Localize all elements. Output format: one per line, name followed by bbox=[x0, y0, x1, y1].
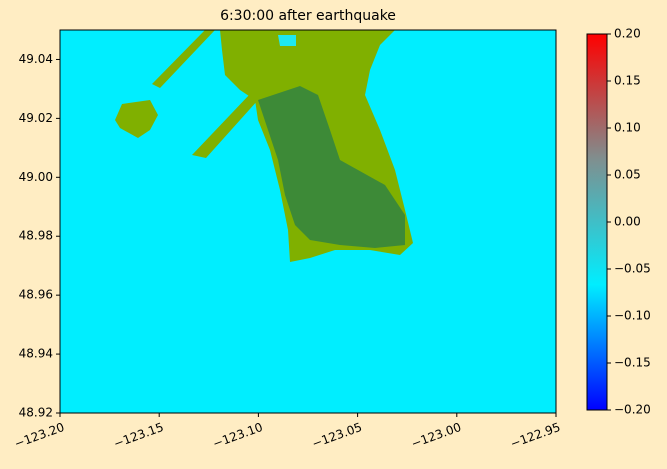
pond bbox=[278, 35, 296, 46]
colorbar-tick-label: −0.05 bbox=[614, 262, 651, 276]
land bbox=[115, 30, 413, 262]
y-tick-label: 48.94 bbox=[19, 347, 53, 361]
axes-frame bbox=[59, 29, 557, 414]
colorbar-tick-label: −0.15 bbox=[614, 356, 651, 370]
spit bbox=[152, 30, 215, 88]
y-tick-label: 48.98 bbox=[19, 229, 53, 243]
colorbar-tick-label: 0.05 bbox=[614, 168, 641, 182]
y-tick-label: 48.96 bbox=[19, 288, 53, 302]
chart-title: 6:30:00 after earthquake bbox=[220, 8, 396, 24]
colorbar-tick-label: 0.20 bbox=[614, 27, 641, 41]
colorbar-tick-label: 0.15 bbox=[614, 74, 641, 88]
spit bbox=[192, 94, 258, 158]
colorbar bbox=[586, 33, 608, 411]
y-tick-label: 49.00 bbox=[19, 170, 53, 184]
y-tick-label: 49.04 bbox=[19, 52, 53, 66]
colorbar-tick-label: −0.20 bbox=[614, 403, 651, 417]
y-tick-label: 49.02 bbox=[19, 111, 53, 125]
islet bbox=[115, 100, 158, 138]
colorbar-tick-label: −0.10 bbox=[614, 309, 651, 323]
colorbar-tick-label: 0.10 bbox=[614, 121, 641, 135]
colorbar-tick-label: 0.00 bbox=[614, 215, 641, 229]
y-tick-label: 48.92 bbox=[19, 406, 53, 420]
land-high bbox=[258, 86, 405, 248]
